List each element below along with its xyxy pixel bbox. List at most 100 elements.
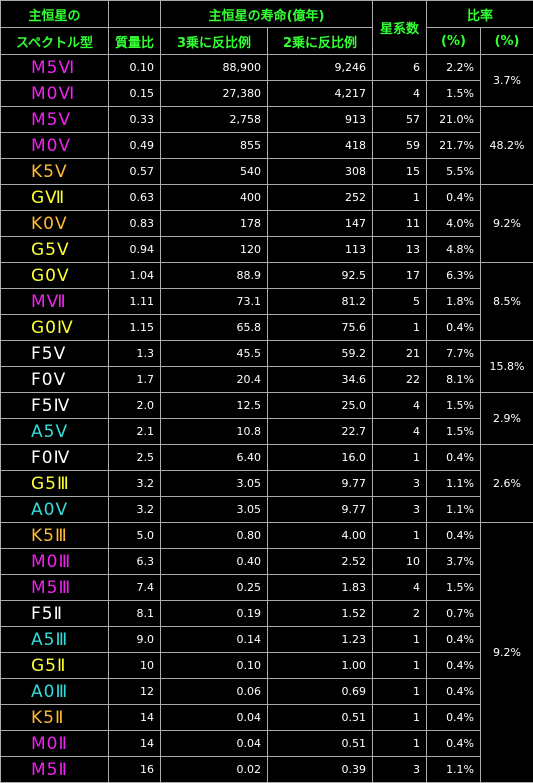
spectral-type-cell: K5Ⅴ (0, 158, 109, 185)
lifetime-square-cell: 2.52 (266, 548, 374, 575)
table-row: F5Ⅴ 1.3 45.5 59.2 21 7.7% 15.8% (0, 340, 533, 393)
header-pct2: (%) (480, 27, 533, 55)
mass-ratio-cell: 3.2 (108, 496, 161, 523)
table-row: MⅦ 1.11 73.1 81.2 5 1.8% (0, 288, 533, 315)
lifetime-cubic-cell: 3.05 (160, 496, 268, 523)
lifetime-square-cell: 113 (266, 236, 374, 263)
percent-cell: 21.0% (426, 106, 482, 133)
table-row: G5Ⅲ 3.2 3.05 9.77 3 1.1% (0, 470, 533, 497)
group-percent-cell: 3.7% (480, 54, 533, 107)
percent-cell: 0.4% (426, 730, 482, 757)
table-row: M0Ⅱ 14 0.04 0.51 1 0.4% (0, 730, 533, 757)
spectral-type-cell: M0Ⅲ (0, 548, 109, 575)
spectral-type-cell: GⅦ (0, 184, 109, 211)
spectral-type-cell: F0Ⅳ (0, 444, 109, 471)
lifetime-square-cell: 1.83 (266, 574, 374, 601)
system-count-cell: 10 (372, 548, 428, 575)
lifetime-cubic-cell: 0.02 (160, 756, 268, 783)
table-row: A0Ⅲ 12 0.06 0.69 1 0.4% (0, 678, 533, 705)
lifetime-cubic-cell: 73.1 (160, 288, 268, 315)
percent-cell: 4.8% (426, 236, 482, 263)
mass-ratio-cell: 1.7 (108, 366, 161, 393)
mass-ratio-cell: 5.0 (108, 522, 161, 549)
spectral-type-cell: K5Ⅲ (0, 522, 109, 549)
system-count-cell: 57 (372, 106, 428, 133)
table-row: M5Ⅲ 7.4 0.25 1.83 4 1.5% (0, 574, 533, 601)
lifetime-cubic-cell: 2,758 (160, 106, 268, 133)
header-ratio: 比率 (426, 0, 533, 28)
group-percent-cell: 8.5% (480, 262, 533, 341)
system-count-cell: 17 (372, 262, 428, 289)
table-row: F5Ⅱ 8.1 0.19 1.52 2 0.7% (0, 600, 533, 627)
mass-ratio-cell: 8.1 (108, 600, 161, 627)
lifetime-cubic-cell: 0.19 (160, 600, 268, 627)
lifetime-square-cell: 252 (266, 184, 374, 211)
percent-cell: 2.2% (426, 54, 482, 81)
table-row: GⅦ 0.63 400 252 1 0.4% 9.2% (0, 184, 533, 263)
percent-cell: 0.4% (426, 444, 482, 471)
group-percent-cell: 2.6% (480, 444, 533, 523)
table-row: A5Ⅲ 9.0 0.14 1.23 1 0.4% (0, 626, 533, 653)
group-percent-cell: 2.9% (480, 392, 533, 445)
lifetime-square-cell: 81.2 (266, 288, 374, 315)
header-systems: 星系数 (372, 0, 428, 55)
mass-ratio-cell: 12 (108, 678, 161, 705)
lifetime-cubic-cell: 178 (160, 210, 268, 237)
lifetime-square-cell: 34.6 (266, 366, 374, 393)
spectral-type-cell: G5Ⅱ (0, 652, 109, 679)
table-row: K0Ⅴ 0.83 178 147 11 4.0% (0, 210, 533, 237)
spectral-type-cell: M0Ⅵ (0, 80, 109, 107)
header-spectral-line1: 主恒星の (0, 0, 109, 28)
lifetime-square-cell: 0.51 (266, 730, 374, 757)
lifetime-square-cell: 0.69 (266, 678, 374, 705)
mass-ratio-cell: 0.10 (108, 54, 161, 81)
mass-ratio-cell: 0.83 (108, 210, 161, 237)
spectral-type-cell: K0Ⅴ (0, 210, 109, 237)
mass-ratio-cell: 14 (108, 730, 161, 757)
mass-ratio-cell: 10 (108, 652, 161, 679)
spectral-type-cell: M5Ⅴ (0, 106, 109, 133)
spectral-type-cell: G0Ⅳ (0, 314, 109, 341)
spectral-type-cell: F0Ⅴ (0, 366, 109, 393)
lifetime-cubic-cell: 27,380 (160, 80, 268, 107)
spectral-type-cell: M0Ⅱ (0, 730, 109, 757)
lifetime-square-cell: 92.5 (266, 262, 374, 289)
system-count-cell: 21 (372, 340, 428, 367)
lifetime-cubic-cell: 0.80 (160, 522, 268, 549)
spectral-type-cell: M5Ⅲ (0, 574, 109, 601)
lifetime-square-cell: 9.77 (266, 496, 374, 523)
header-life3: 3乗に反比例 (160, 27, 268, 55)
system-count-cell: 4 (372, 574, 428, 601)
mass-ratio-cell: 9.0 (108, 626, 161, 653)
system-count-cell: 1 (372, 444, 428, 471)
lifetime-cubic-cell: 540 (160, 158, 268, 185)
mass-ratio-cell: 1.3 (108, 340, 161, 367)
spectral-type-cell: G5Ⅴ (0, 236, 109, 263)
system-count-cell: 1 (372, 626, 428, 653)
header-row-2: スペクトル型 質量比 3乗に反比例 2乗に反比例 (%) (%) (0, 27, 533, 55)
percent-cell: 5.5% (426, 158, 482, 185)
lifetime-square-cell: 25.0 (266, 392, 374, 419)
system-count-cell: 1 (372, 704, 428, 731)
lifetime-square-cell: 1.23 (266, 626, 374, 653)
lifetime-square-cell: 913 (266, 106, 374, 133)
group-percent-cell: 48.2% (480, 106, 533, 185)
lifetime-cubic-cell: 0.04 (160, 730, 268, 757)
header-mass-blank (108, 0, 161, 28)
mass-ratio-cell: 2.0 (108, 392, 161, 419)
table-row: K5Ⅱ 14 0.04 0.51 1 0.4% (0, 704, 533, 731)
group-percent-cell: 9.2% (480, 184, 533, 263)
spectral-type-cell: F5Ⅳ (0, 392, 109, 419)
percent-cell: 1.5% (426, 80, 482, 107)
system-count-cell: 5 (372, 288, 428, 315)
mass-ratio-cell: 7.4 (108, 574, 161, 601)
spectral-type-cell: G5Ⅲ (0, 470, 109, 497)
percent-cell: 1.1% (426, 496, 482, 523)
table-row: K5Ⅴ 0.57 540 308 15 5.5% (0, 158, 533, 185)
table-row: F0Ⅳ 2.5 6.40 16.0 1 0.4% 2.6% (0, 444, 533, 523)
header-spectral-line2: スペクトル型 (0, 27, 109, 55)
header-row-1: 主恒星の 主恒星の寿命(億年) 星系数 比率 (0, 0, 533, 55)
percent-cell: 0.4% (426, 626, 482, 653)
mass-ratio-cell: 1.11 (108, 288, 161, 315)
system-count-cell: 1 (372, 184, 428, 211)
